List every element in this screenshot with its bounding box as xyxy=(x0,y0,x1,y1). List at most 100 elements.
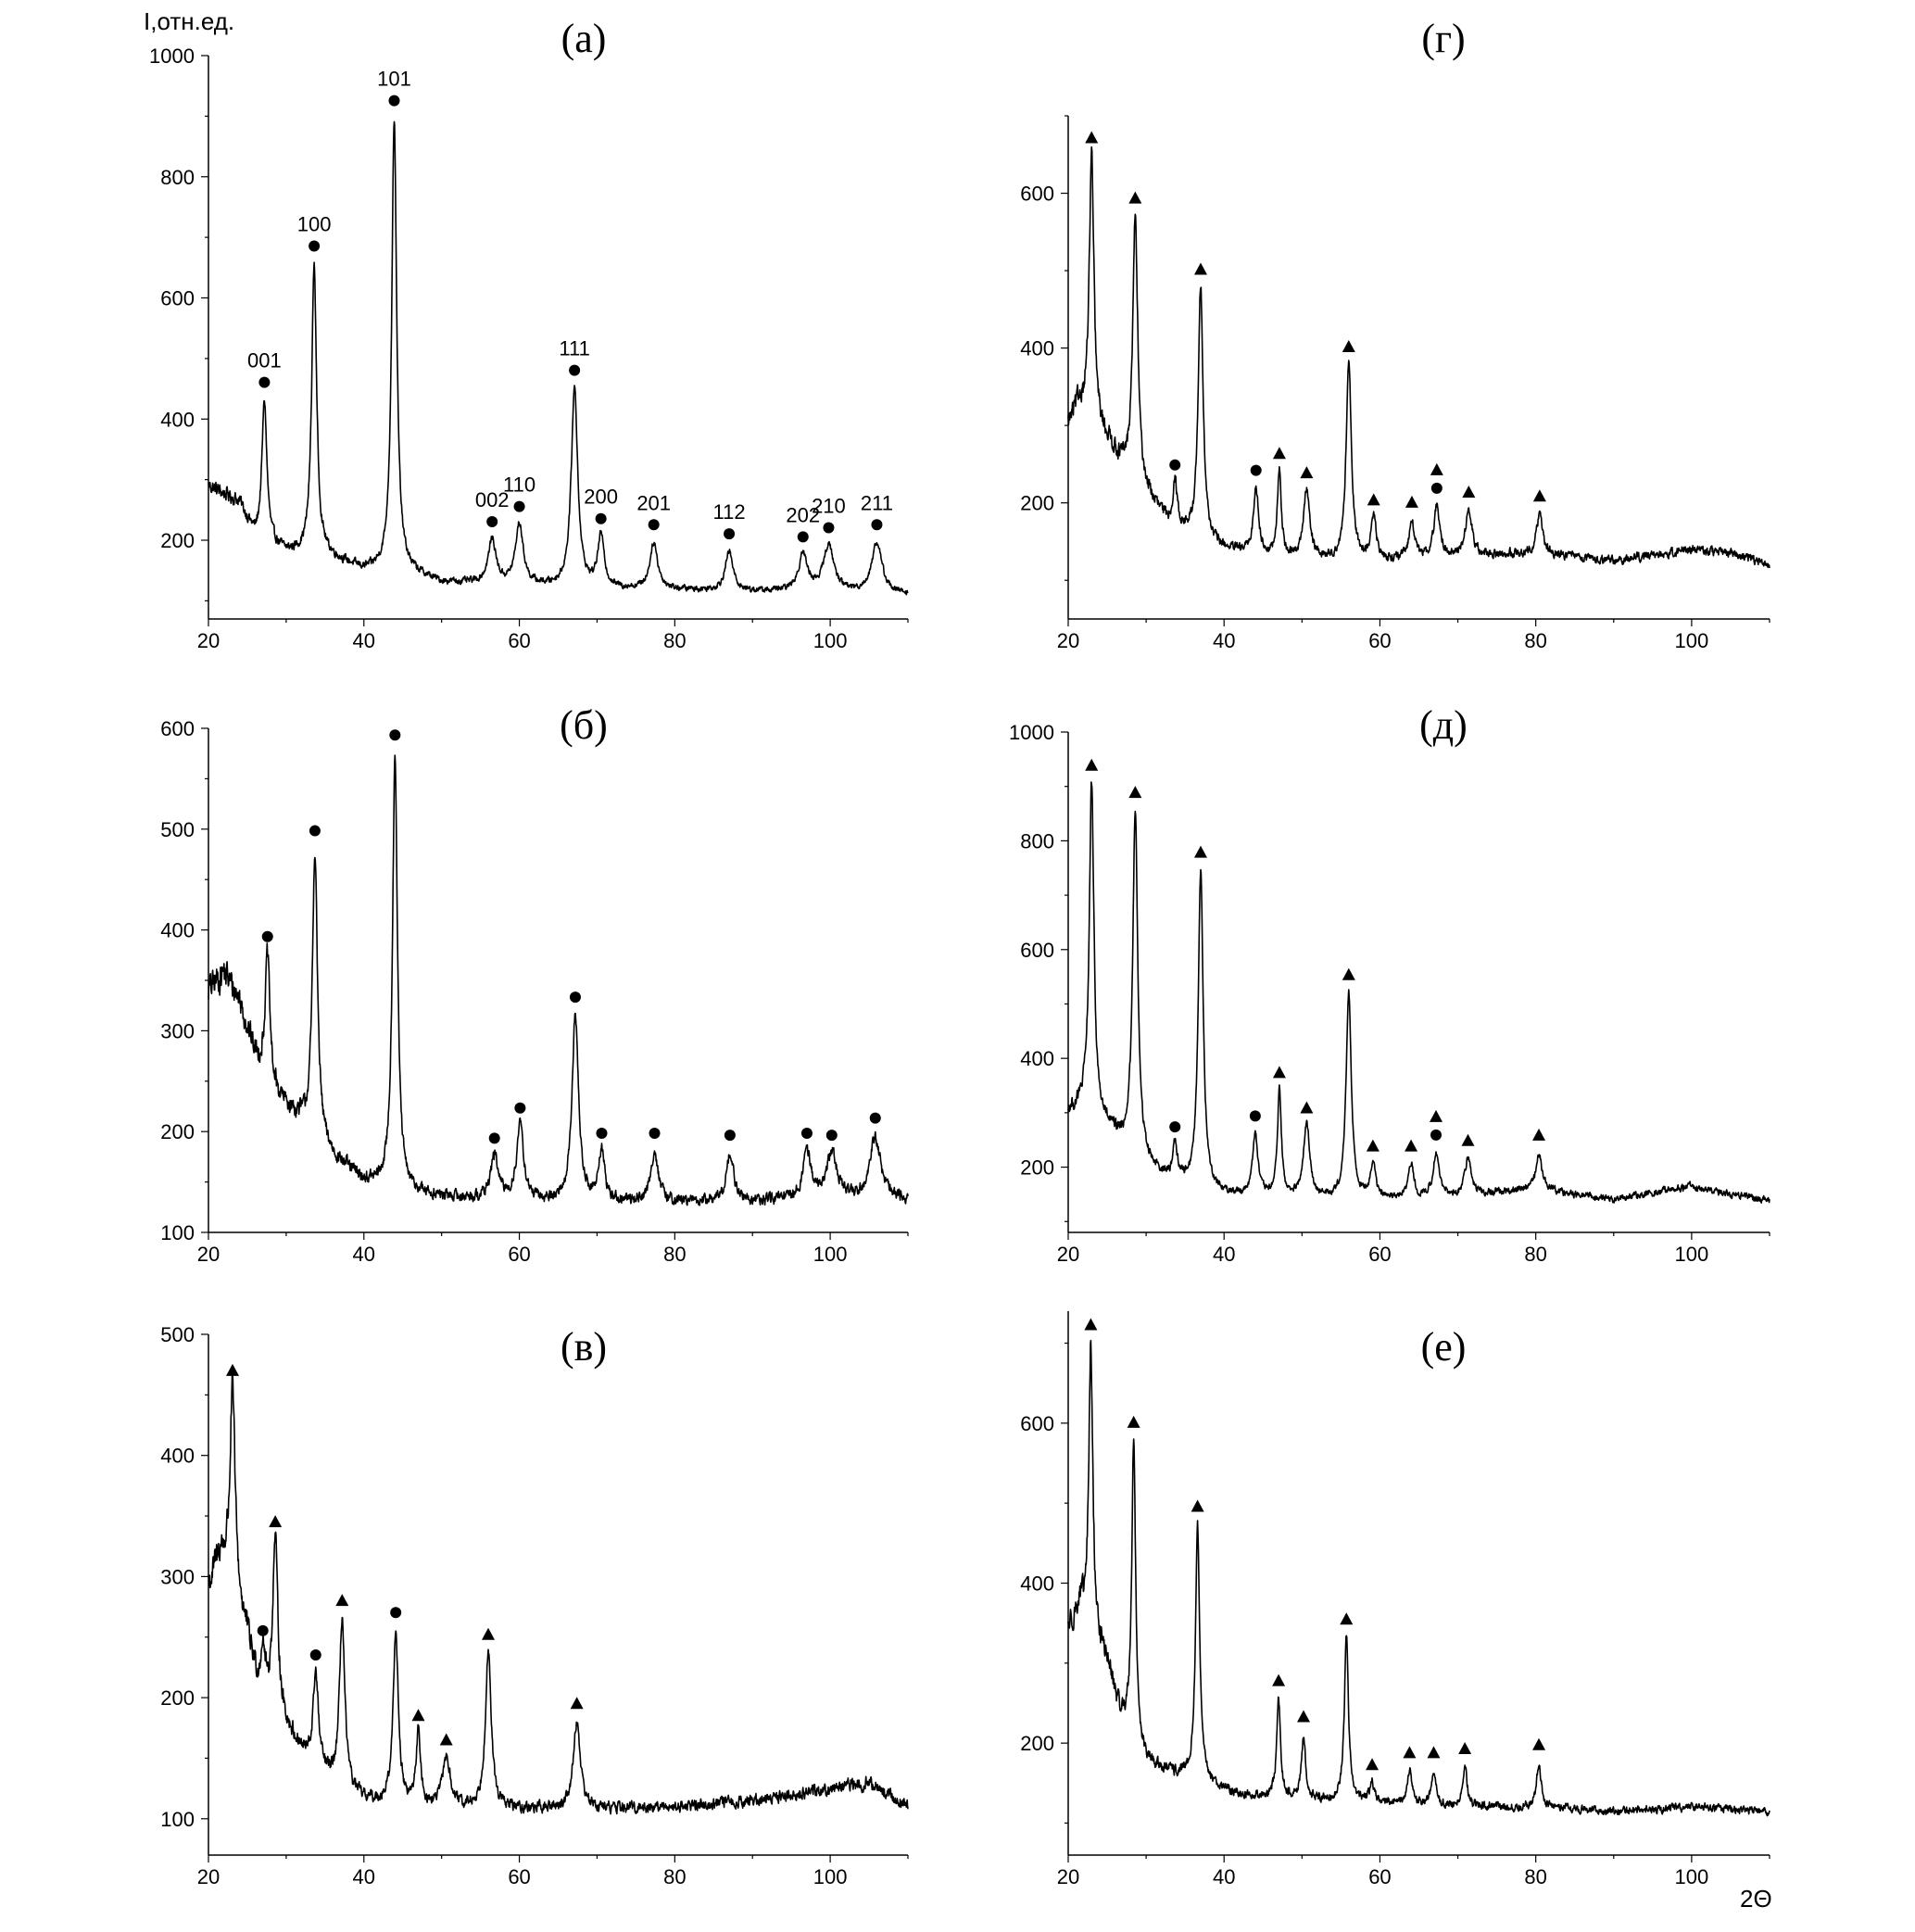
phase-marker-triangle xyxy=(1532,1737,1546,1750)
y-tick-label: 400 xyxy=(1020,1047,1054,1070)
y-tick-label: 600 xyxy=(160,287,195,310)
miller-index-label: 112 xyxy=(713,500,746,524)
y-axis-title: I,отн.ед. xyxy=(144,7,234,35)
phase-marker-triangle xyxy=(1128,786,1142,799)
phase-marker-circle xyxy=(309,825,321,837)
panel-d: (д) 20 40 60 80 100 200 400 600 800 1000 xyxy=(1009,702,1770,1266)
phase-marker-triangle xyxy=(1300,1101,1314,1114)
phase-marker-circle xyxy=(486,516,498,528)
y-tick-label: 400 xyxy=(1020,1572,1054,1596)
y-tick-label: 1000 xyxy=(1009,721,1054,744)
y-tick-label: 200 xyxy=(1020,1732,1054,1755)
phase-marker-triangle xyxy=(1085,131,1099,144)
x-tick-label: 80 xyxy=(663,629,686,652)
x-tick-label: 40 xyxy=(353,1865,375,1888)
miller-index-label: 100 xyxy=(297,213,332,236)
miller-index-label: 101 xyxy=(377,68,411,91)
phase-marker-circle xyxy=(1169,1121,1181,1133)
miller-index-label: 110 xyxy=(503,474,535,497)
y-tick-label: 300 xyxy=(160,1019,195,1042)
panels: (а) 20 40 60 80 100 200 400 600 800 1000 001 100 101 0… xyxy=(149,16,1770,1888)
phase-marker-triangle xyxy=(1297,1710,1311,1723)
x-tick-label: 40 xyxy=(353,1243,375,1266)
phase-marker-triangle xyxy=(1084,1318,1098,1331)
x-tick-label: 60 xyxy=(1368,629,1391,652)
phase-marker-triangle xyxy=(1366,1139,1380,1152)
miller-index-label: 202 xyxy=(786,503,820,526)
phase-marker-triangle xyxy=(1127,1415,1140,1428)
phase-marker-circle xyxy=(488,1132,500,1144)
miller-index-label: 201 xyxy=(636,491,671,514)
phase-marker-circle xyxy=(513,500,525,512)
panel-v: (в) 20 40 60 80 100 100 200 300 400 500 xyxy=(160,1323,909,1888)
phase-marker-triangle xyxy=(1461,1133,1475,1146)
phase-marker-triangle xyxy=(1405,1139,1418,1152)
xrd-curve-d xyxy=(1067,781,1770,1204)
y-tick-label: 200 xyxy=(160,1686,195,1710)
phase-marker-triangle xyxy=(1342,339,1355,352)
phase-marker-triangle xyxy=(411,1709,425,1722)
x-tick-label: 20 xyxy=(197,1243,220,1266)
y-tick-label: 200 xyxy=(1020,492,1054,515)
x-tick-label: 60 xyxy=(508,629,530,652)
panel-e: (е) 20 40 60 80 100 200 400 600 xyxy=(1020,1311,1770,1888)
panel-g: (г) 20 40 60 80 100 200 400 600 xyxy=(1020,16,1770,652)
phase-marker-circle xyxy=(514,1102,526,1114)
x-tick-label: 20 xyxy=(1057,629,1079,652)
phase-marker-triangle xyxy=(1532,489,1546,502)
x-axis-title: 2Θ xyxy=(1740,1885,1772,1913)
x-tick-label: 40 xyxy=(1213,1865,1235,1888)
phase-marker-circle xyxy=(724,528,736,540)
miller-index-label: 002 xyxy=(475,488,510,511)
phase-marker-circle xyxy=(800,1127,813,1139)
y-tick-label: 600 xyxy=(1020,1412,1054,1435)
phase-marker-triangle xyxy=(1340,1612,1354,1625)
phase-marker-circle xyxy=(309,240,321,252)
y-tick-label: 800 xyxy=(160,166,195,189)
y-tick-label: 100 xyxy=(160,1221,195,1244)
phase-marker-circle xyxy=(797,531,809,543)
y-tick-label: 400 xyxy=(1020,337,1054,360)
xrd-curve-v xyxy=(208,1372,909,1815)
phase-marker-triangle xyxy=(1193,262,1207,275)
phase-marker-circle xyxy=(724,1130,736,1142)
x-tick-label: 80 xyxy=(1524,1243,1546,1266)
x-tick-label: 60 xyxy=(508,1865,530,1888)
phase-marker-circle xyxy=(1250,464,1262,476)
x-tick-label: 100 xyxy=(813,1243,848,1266)
phase-marker-circle xyxy=(258,376,271,388)
x-tick-label: 100 xyxy=(1675,629,1709,652)
phase-marker-triangle xyxy=(1193,845,1207,858)
y-tick-label: 100 xyxy=(160,1808,195,1831)
x-tick-label: 100 xyxy=(813,1865,848,1888)
phase-marker-triangle xyxy=(1430,462,1443,475)
phase-marker-circle xyxy=(569,364,581,376)
phase-marker-circle xyxy=(261,930,273,942)
x-tick-label: 40 xyxy=(1213,629,1235,652)
phase-marker-circle xyxy=(649,1127,661,1139)
phase-marker-triangle xyxy=(482,1627,495,1640)
phase-marker-circle xyxy=(595,512,607,524)
xrd-curve-a xyxy=(208,120,909,596)
phase-marker-circle xyxy=(596,1127,608,1139)
y-tick-label: 600 xyxy=(1020,939,1054,962)
phase-marker-circle xyxy=(1430,482,1443,494)
y-tick-label: 600 xyxy=(1020,183,1054,206)
x-tick-label: 20 xyxy=(197,629,220,652)
miller-index-label: 211 xyxy=(861,491,893,514)
x-tick-label: 20 xyxy=(1057,1865,1079,1888)
phase-marker-triangle xyxy=(1403,1746,1417,1759)
phase-marker-circle xyxy=(648,519,660,531)
x-tick-label: 20 xyxy=(197,1865,220,1888)
x-tick-label: 40 xyxy=(1213,1243,1235,1266)
phase-marker-triangle xyxy=(1342,967,1355,980)
y-tick-label: 400 xyxy=(160,1445,195,1468)
phase-marker-triangle xyxy=(269,1515,283,1528)
phase-marker-triangle xyxy=(1532,1128,1546,1141)
miller-index-label: 001 xyxy=(247,349,282,373)
xrd-curve-e xyxy=(1067,1339,1770,1817)
phase-marker-circle xyxy=(871,519,883,531)
phase-marker-triangle xyxy=(570,1697,584,1710)
phase-marker-triangle xyxy=(335,1594,349,1607)
x-tick-label: 80 xyxy=(663,1243,686,1266)
